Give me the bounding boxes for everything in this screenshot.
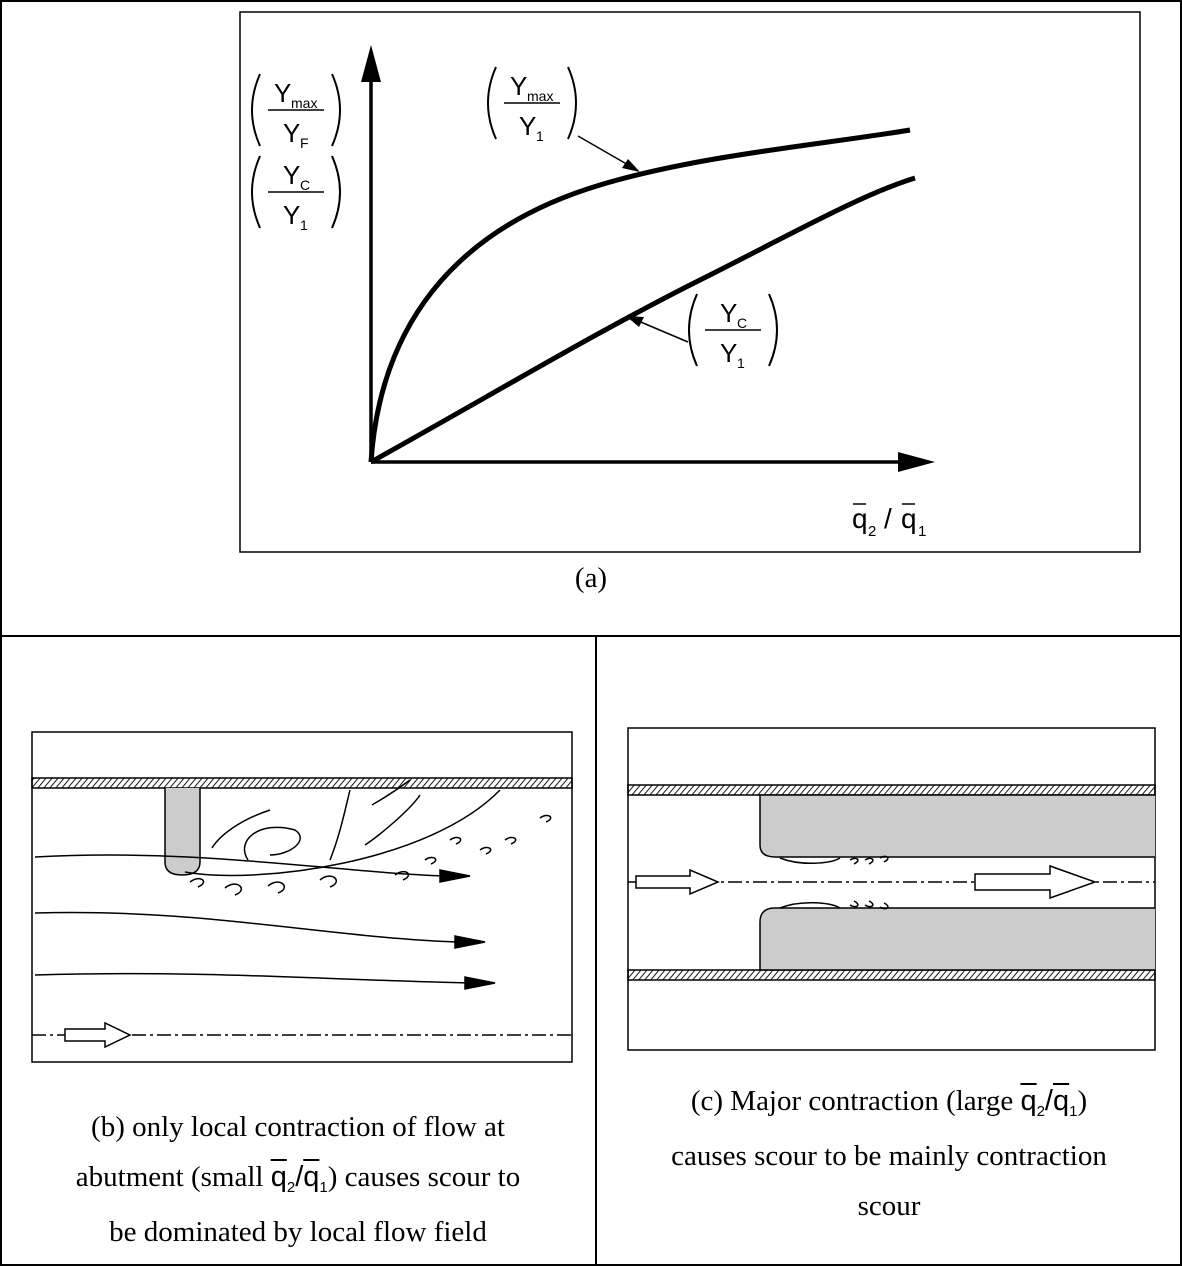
symbol: q — [901, 503, 917, 534]
subscript: 1 — [536, 128, 544, 144]
panel-a-plot — [240, 12, 1140, 552]
symbol: q — [1020, 1085, 1036, 1117]
paren — [332, 74, 340, 146]
caption-line: be dominated by local flow field — [0, 1207, 596, 1257]
subscript: 1 — [737, 355, 745, 371]
page: (a) YmaxYFYCY1YmaxY1YCY1q2/q1 (b) only l… — [0, 0, 1182, 1266]
paren — [252, 156, 260, 228]
paren — [689, 294, 697, 366]
symbol: q — [303, 1161, 319, 1193]
subscript: 1 — [300, 217, 308, 233]
subscript: 2 — [868, 523, 876, 540]
symbol: q — [852, 503, 868, 534]
curve-yc — [371, 178, 915, 462]
subscript: 1 — [319, 1179, 327, 1196]
caption-line: (b) only local contraction of flow at — [0, 1102, 596, 1152]
curve-ymax — [371, 130, 910, 462]
subscript: 2 — [287, 1179, 295, 1196]
caption-text: abutment (small — [76, 1161, 271, 1193]
symbol: q — [271, 1161, 287, 1193]
panel-b-sketch — [32, 732, 572, 1062]
caption-text: causes scour to be mainly contraction — [671, 1140, 1107, 1172]
ratio: q2/q1 — [1020, 1085, 1077, 1117]
caption-c: (c) Major contraction (large q2/q1)cause… — [596, 1076, 1182, 1231]
symbol: q — [1053, 1085, 1069, 1117]
subscript: 1 — [918, 523, 926, 540]
caption-text: scour — [858, 1190, 921, 1222]
caption-line: causes scour to be mainly contraction — [596, 1131, 1182, 1181]
symbol: Y — [283, 118, 300, 148]
ratio: q2/q1 — [271, 1161, 328, 1193]
caption-a: (a) — [575, 562, 607, 594]
caption-text: ) — [1077, 1085, 1087, 1117]
caption-text: (b) only local contraction of flow at — [91, 1111, 505, 1143]
subscript: max — [527, 88, 553, 104]
caption-text: be dominated by local flow field — [109, 1216, 487, 1248]
subscript: F — [300, 135, 309, 151]
symbol: Y — [283, 200, 300, 230]
paren — [332, 156, 340, 228]
separator: / — [884, 503, 892, 534]
subscript: 1 — [1069, 1103, 1077, 1120]
separator: / — [1045, 1085, 1053, 1117]
caption-line: abutment (small q2/q1) causes scour to — [0, 1152, 596, 1207]
subscript: 2 — [1037, 1103, 1045, 1120]
paren — [568, 67, 576, 139]
symbol: Y — [519, 111, 536, 141]
subscript: C — [737, 315, 747, 331]
caption-b: (b) only local contraction of flow at abu… — [0, 1102, 596, 1257]
panel-c-sketch — [628, 728, 1155, 1050]
subscript: C — [300, 177, 310, 193]
symbol: Y — [274, 78, 291, 108]
paren — [488, 67, 496, 139]
paren — [252, 74, 260, 146]
symbol: Y — [283, 160, 300, 190]
paren — [769, 294, 777, 366]
symbol: Y — [720, 298, 737, 328]
caption-text: ) causes scour to — [328, 1161, 520, 1193]
symbol: Y — [510, 71, 527, 101]
symbol: Y — [720, 338, 737, 368]
caption-line: scour — [596, 1181, 1182, 1231]
subscript: max — [291, 95, 317, 111]
caption-line: (c) Major contraction (large q2/q1) — [596, 1076, 1182, 1131]
caption-text: (c) Major contraction (large — [691, 1085, 1021, 1117]
